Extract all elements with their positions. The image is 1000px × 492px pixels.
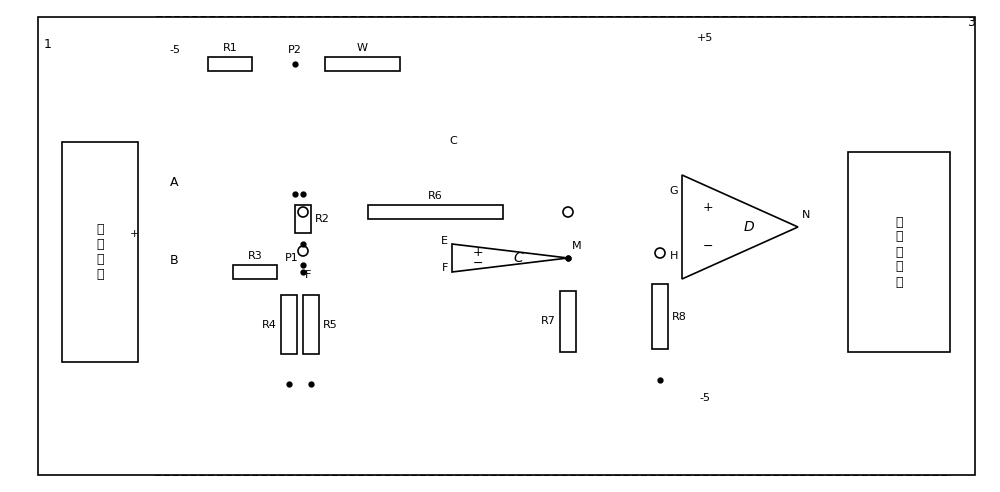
Text: -5: -5 [170, 45, 180, 55]
Text: +: + [473, 246, 483, 259]
Text: G: G [669, 186, 678, 196]
Text: R8: R8 [672, 311, 687, 321]
Bar [368, 205, 503, 219]
Text: R4: R4 [262, 319, 277, 330]
Text: 2: 2 [885, 178, 893, 190]
Text: 氧
传
感
器: 氧 传 感 器 [96, 223, 104, 281]
Text: 3: 3 [967, 16, 975, 29]
Text: B: B [170, 253, 179, 267]
Text: R5: R5 [323, 319, 338, 330]
Text: C: C [514, 251, 524, 265]
Text: D: D [743, 220, 754, 234]
Bar [281, 295, 297, 354]
Text: R1: R1 [223, 43, 237, 53]
Text: F: F [442, 263, 448, 273]
Text: 1: 1 [44, 37, 52, 51]
Text: R7: R7 [541, 316, 556, 327]
Bar [233, 265, 277, 279]
Text: -5: -5 [700, 393, 710, 403]
Text: M: M [572, 241, 582, 251]
Bar [303, 295, 319, 354]
Text: N: N [802, 210, 810, 220]
Bar [652, 284, 668, 349]
Bar [155, 17, 950, 475]
Text: −: − [703, 240, 713, 253]
Text: 液
晶
显
示
屏: 液 晶 显 示 屏 [895, 215, 903, 288]
Bar [325, 57, 400, 71]
Text: C: C [450, 136, 457, 146]
Text: −: − [473, 257, 483, 270]
Text: R2: R2 [315, 214, 330, 224]
Text: +: + [129, 229, 139, 239]
Text: E: E [441, 236, 448, 246]
Bar [62, 142, 138, 362]
Bar [208, 57, 252, 71]
Bar [848, 152, 950, 352]
Text: P1: P1 [285, 253, 299, 263]
Text: R3: R3 [248, 251, 262, 261]
Text: +: + [703, 201, 713, 214]
Text: P2: P2 [288, 45, 302, 55]
Text: F: F [305, 270, 311, 280]
Bar [560, 291, 576, 352]
Text: R6: R6 [428, 191, 443, 201]
Text: +5: +5 [697, 33, 713, 43]
Text: A: A [170, 176, 178, 188]
Text: H: H [670, 251, 678, 261]
Bar [295, 205, 311, 233]
Text: W: W [357, 43, 368, 53]
